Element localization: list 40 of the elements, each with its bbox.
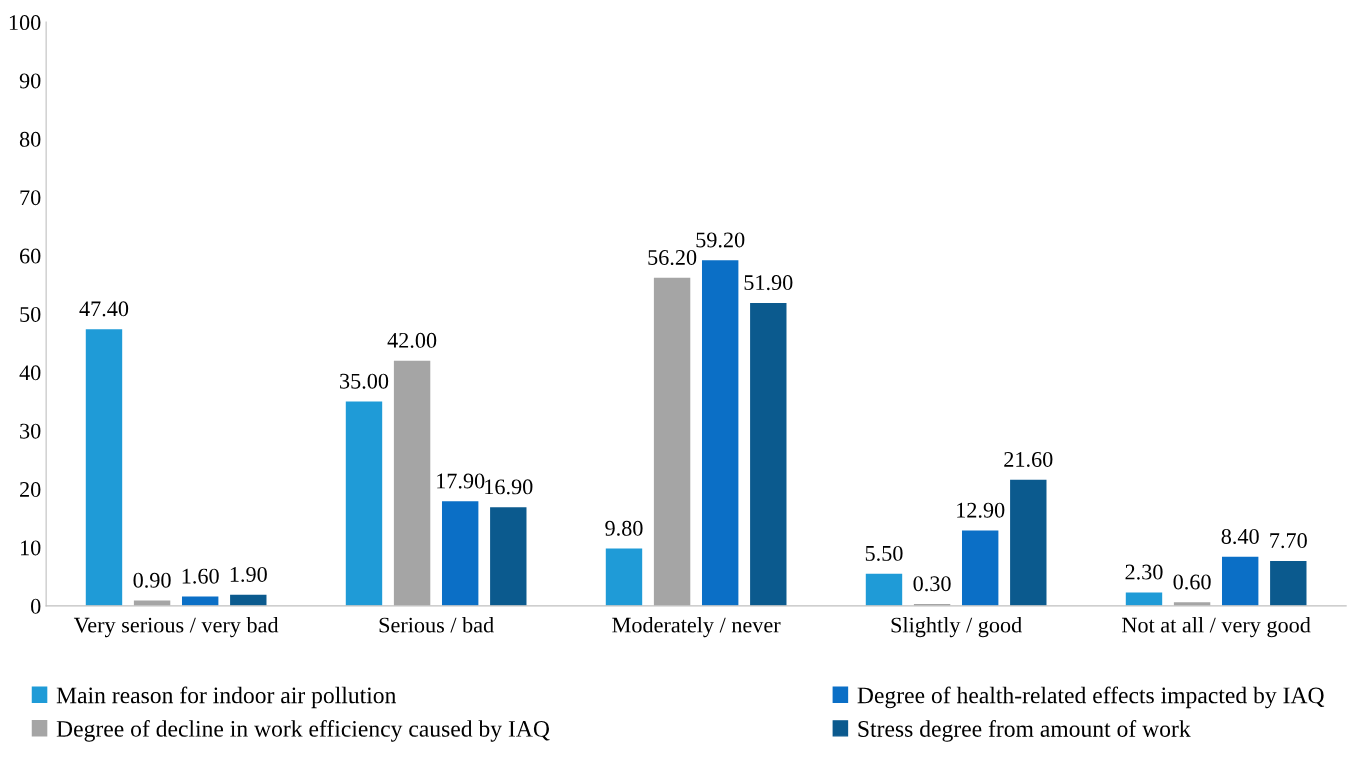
legend-label: Degree of health-related effects impacted by IAQ [857,686,1325,709]
data-label: 16.90 [485,479,533,495]
y-tick-label: 70 [20,190,41,206]
data-label: 2.30 [1125,564,1163,580]
x-tick-label: Not at all / very good [1122,616,1311,638]
x-tick-label: Very serious / very bad [73,616,279,638]
legend-label: Degree of decline in work efficiency caused by IAQ [56,719,550,742]
y-tick-label: 30 [20,423,41,439]
data-label: 9.80 [605,520,643,536]
data-label: 51.90 [744,275,793,291]
data-label: 12.90 [957,502,1005,518]
data-label: 59.20 [696,232,745,248]
x-tick-label: Moderately / never [612,616,781,638]
data-label: 1.90 [230,566,267,582]
legend-label: Main reason for indoor air pollution [56,686,397,709]
y-tick-label: 40 [19,365,41,381]
data-label: 42.00 [387,332,437,348]
data-label: 47.40 [79,301,129,317]
data-label: 0.60 [1173,574,1211,590]
y-tick-label: 80 [19,131,41,147]
y-tick-label: 90 [19,73,41,89]
data-label: 1.60 [182,568,219,584]
data-label: 0.30 [913,576,951,592]
x-tick-label: Serious / bad [379,616,494,633]
data-label: 5.50 [865,545,903,561]
data-label: 56.20 [648,249,697,266]
y-tick-label: 50 [20,306,41,322]
y-tick-label: 0 [31,598,41,614]
y-tick-label: 10 [21,540,41,556]
data-label: 17.90 [437,473,485,489]
y-tick-label: 100 [9,15,41,31]
data-label: 0.90 [133,572,171,588]
y-tick-label: 20 [20,482,41,498]
x-tick-label: Slightly / good [891,616,1022,638]
legend-label: Stress degree from amount of work [858,720,1191,742]
data-label: 8.40 [1221,528,1259,545]
y-tick-label: 60 [20,248,41,264]
data-label: 35.00 [340,373,389,389]
data-label: 21.60 [1004,451,1053,467]
data-label: 7.70 [1270,533,1307,549]
